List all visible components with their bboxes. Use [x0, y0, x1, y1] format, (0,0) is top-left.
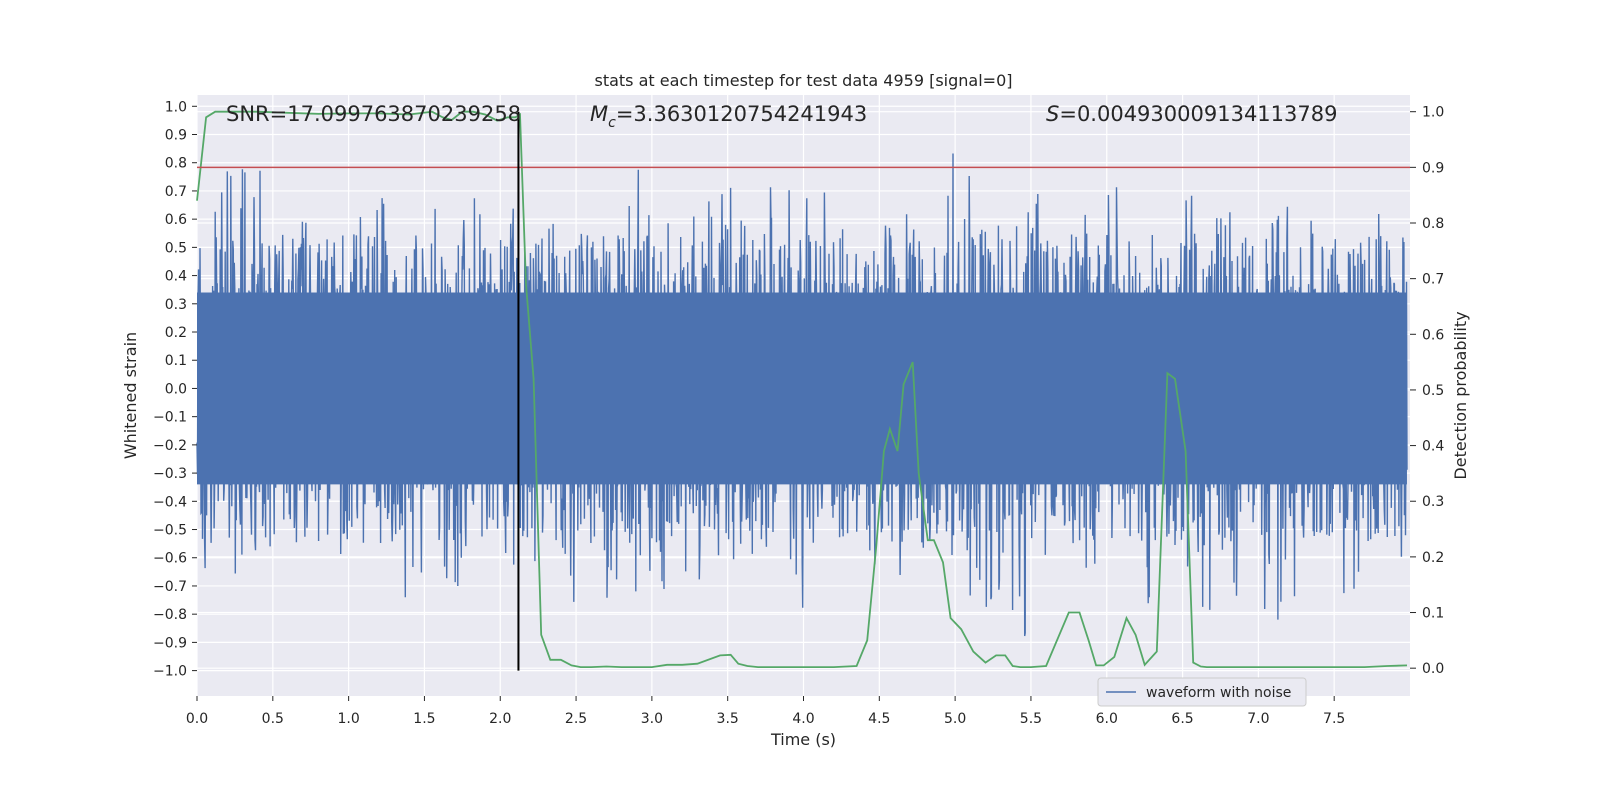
y-left-tick-label: 0.5: [165, 240, 187, 256]
x-tick-label: 6.0: [1096, 711, 1118, 727]
x-tick-label: 1.5: [413, 711, 435, 727]
x-tick-label: 2.5: [565, 711, 587, 727]
x-tick-label: 0.5: [262, 711, 284, 727]
y-left-tick-label: 0.1: [165, 353, 187, 369]
y-left-tick-label: −0.4: [153, 494, 187, 510]
y-left-tick-label: 0.4: [165, 269, 187, 285]
y-left-tick-label: 0.8: [165, 156, 187, 172]
y-right-tick-label: 0.3: [1422, 494, 1444, 510]
y-left-axis-ticks: 1.0 0.9 0.8 0.7 0.6 0.5 0.4 0.3 0.2 0.1 0.0 −0.1 −0.…: [153, 99, 197, 680]
y-left-tick-label: −0.3: [153, 466, 187, 482]
y-right-tick-label: 0.5: [1422, 383, 1444, 399]
x-axis-ticks: 0.0 0.5 1.0 1.5 2.0 2.5 3.0 3.5 4.0 4.5 5.0 5.5 6.0 6…: [186, 696, 1345, 727]
x-tick-label: 5.5: [1020, 711, 1042, 727]
y-right-tick-label: 0.2: [1422, 550, 1444, 566]
y-left-tick-label: −0.6: [153, 551, 187, 567]
y-right-tick-label: 0.9: [1422, 160, 1444, 176]
y-left-tick-label: −1.0: [153, 664, 187, 680]
x-tick-label: 5.0: [944, 711, 966, 727]
y-right-tick-label: 0.1: [1422, 606, 1444, 622]
x-tick-label: 3.0: [641, 711, 663, 727]
y-right-tick-label: 0.7: [1422, 272, 1444, 288]
y-right-tick-label: 0.6: [1422, 327, 1444, 343]
mc-subscript: c: [608, 115, 616, 131]
y-right-axis-ticks: 1.0 0.9 0.8 0.7 0.6 0.5 0.4 0.3 0.2 0.1 0.0: [1410, 105, 1444, 677]
legend: waveform with noise: [1097, 677, 1307, 707]
chart-title: stats at each timestep for test data 495…: [594, 71, 1012, 90]
probability-line: [196, 110, 1408, 668]
y-left-tick-label: 0.2: [165, 325, 187, 341]
y-left-tick-label: 0.7: [165, 184, 187, 200]
x-tick-label: 7.0: [1247, 711, 1269, 727]
x-tick-label: 0.0: [186, 711, 208, 727]
y-left-tick-label: −0.9: [153, 635, 187, 651]
y-left-tick-label: −0.7: [153, 579, 187, 595]
y-right-tick-label: 0.0: [1422, 661, 1444, 677]
y-left-tick-label: 0.3: [165, 297, 187, 313]
overlay-lines: [197, 111, 1410, 671]
y-right-tick-label: 1.0: [1422, 105, 1444, 121]
x-tick-label: 2.0: [489, 711, 511, 727]
y-left-tick-label: 0.0: [165, 381, 187, 397]
s-symbol: S: [1046, 102, 1059, 126]
x-axis-label: Time (s): [770, 730, 836, 749]
y-left-axis-label: Whitened strain: [121, 332, 140, 459]
probability-series: [196, 110, 1408, 668]
x-tick-label: 1.0: [337, 711, 359, 727]
chirp-mass-annotation: Mc=3.3630120754241943: [590, 102, 867, 131]
x-tick-label: 4.5: [868, 711, 890, 727]
y-left-tick-label: 1.0: [165, 99, 187, 115]
waveform-core: [197, 292, 1407, 485]
x-tick-label: 6.5: [1171, 711, 1193, 727]
snr-annotation: SNR=17.099763870239258: [226, 102, 521, 126]
x-tick-label: 7.5: [1323, 711, 1345, 727]
x-tick-label: 3.5: [717, 711, 739, 727]
s-value: =0.004930009134113789: [1059, 102, 1337, 126]
mc-value: =3.3630120754241943: [616, 102, 867, 126]
legend-label-waveform: waveform with noise: [1146, 685, 1291, 701]
y-left-tick-label: −0.8: [153, 607, 187, 623]
x-tick-label: 4.0: [792, 711, 814, 727]
y-right-tick-label: 0.8: [1422, 216, 1444, 232]
y-right-axis-label: Detection probability: [1451, 311, 1470, 479]
y-left-tick-label: 0.6: [165, 212, 187, 228]
y-left-tick-label: −0.2: [153, 438, 187, 454]
y-left-tick-label: −0.5: [153, 523, 187, 539]
waveform-series: [196, 153, 1408, 637]
y-left-tick-label: 0.9: [165, 128, 187, 144]
s-annotation: S=0.004930009134113789: [1046, 102, 1337, 126]
y-left-tick-label: −0.1: [153, 410, 187, 426]
legend-box: [1097, 677, 1307, 707]
mc-symbol: M: [590, 102, 608, 126]
y-right-tick-label: 0.4: [1422, 439, 1444, 455]
